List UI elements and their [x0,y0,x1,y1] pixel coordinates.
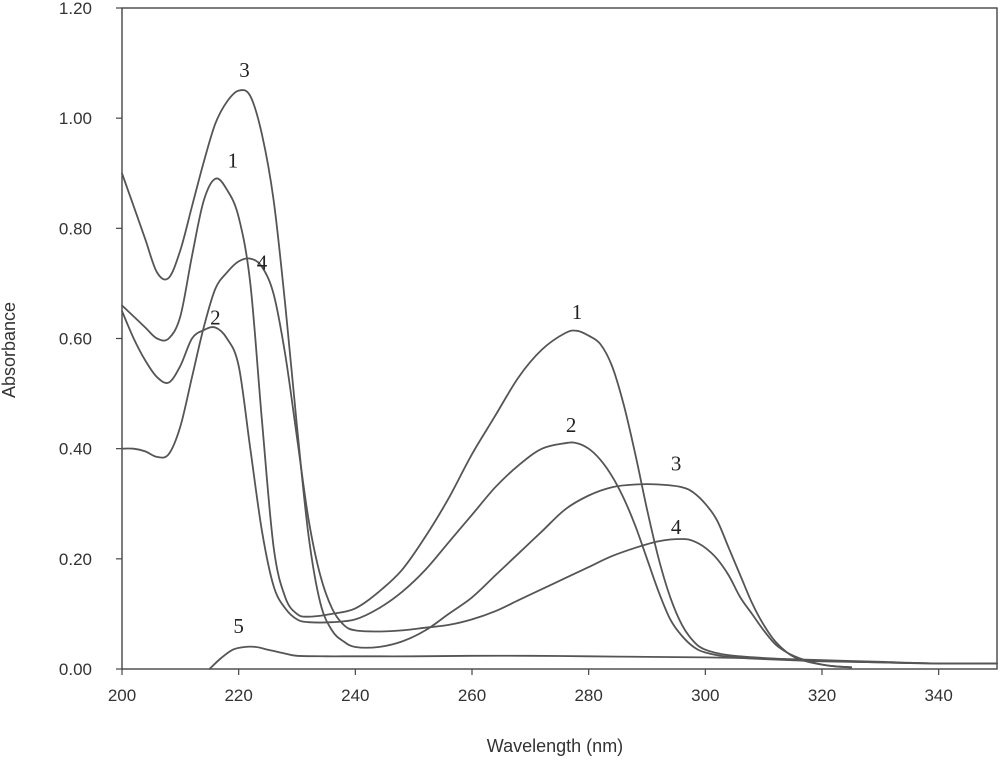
curve-label-2: 2 [566,413,577,437]
curve-label-4: 4 [257,251,268,275]
curve-label-1: 1 [572,300,583,324]
spectrum-curve-4 [121,257,853,669]
x-tick-label: 300 [691,686,719,705]
y-tick-label: 0.00 [59,660,92,679]
x-tick-label: 220 [224,686,252,705]
y-tick-label: 1.20 [59,0,92,18]
y-axis-title: Absorbance [0,302,19,398]
spectrum-curve-2 [121,310,998,665]
x-tick-label: 240 [341,686,369,705]
spectrum-curve-5 [208,645,998,670]
y-tick-label: 1.00 [59,109,92,128]
curve-label-4: 4 [671,515,682,539]
x-tick-label: 260 [458,686,486,705]
plot-border [121,7,998,670]
y-tick-label: 0.20 [59,550,92,569]
y-tick-label: 0.60 [59,330,92,349]
x-axis-title: Wavelength (nm) [487,736,623,756]
plot-frame [121,7,998,670]
y-tick-label: 0.40 [59,440,92,459]
curve-label-3: 3 [239,58,250,82]
y-tick-label: 0.80 [59,219,92,238]
curve-label-5: 5 [233,614,244,638]
curve-labels: 1 1 2 2 3 3 4 4 5 [210,58,682,638]
x-tick-label: 320 [808,686,836,705]
x-axis: 200 220 240 260 280 300 320 340 [108,669,953,705]
y-axis: 0.00 0.20 0.40 0.60 0.80 1.00 1.20 [59,0,122,679]
x-tick-label: 200 [108,686,136,705]
x-tick-label: 340 [924,686,952,705]
curve-label-3: 3 [671,452,682,476]
spectrum-curves [121,89,998,670]
x-tick-label: 280 [574,686,602,705]
spectrum-curve-3 [121,89,853,669]
spectrum-curve-1 [121,177,998,665]
curve-label-2: 2 [210,306,221,330]
curve-label-1: 1 [228,149,239,173]
